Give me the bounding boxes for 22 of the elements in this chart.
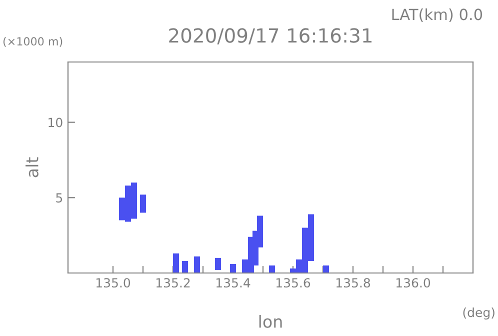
- x-tick-label: 136.0: [396, 278, 430, 288]
- y-axis-title: alt: [26, 157, 38, 178]
- chart-title: 2020/09/17 16:16:31: [169, 28, 372, 44]
- text: (×1000 m): [3, 36, 62, 47]
- bar: [215, 258, 221, 270]
- x-tick-label: 135.6: [276, 278, 310, 288]
- y-tick-label: 10: [48, 118, 62, 128]
- x-tick-label: 135.4: [216, 278, 250, 288]
- x-tick-label: 135.2: [156, 278, 190, 288]
- text: LAT(km) 0.0: [392, 8, 482, 22]
- bar: [194, 256, 200, 273]
- y-tick-label: 5: [56, 193, 62, 203]
- bar: [269, 265, 275, 273]
- bar: [173, 253, 179, 273]
- text: (deg): [463, 307, 494, 320]
- x-axis-title: lon: [259, 314, 282, 328]
- bar: [230, 264, 236, 273]
- x-tick-label: 135.8: [336, 278, 370, 288]
- bar: [182, 260, 188, 273]
- bar: [140, 194, 146, 213]
- bar: [323, 265, 329, 273]
- x-tick-label: 135.0: [96, 278, 130, 288]
